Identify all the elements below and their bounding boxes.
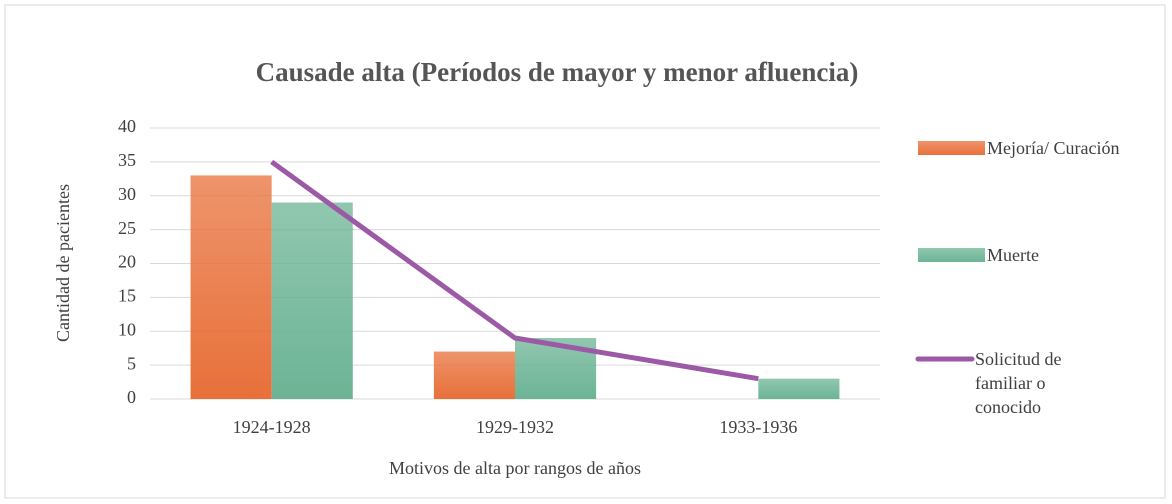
line [270, 159, 759, 382]
x-tick-label: 1924-1928 [233, 417, 311, 437]
legend-swatch [918, 248, 985, 262]
bar [758, 378, 840, 399]
legend-swatch [918, 141, 985, 155]
y-tick-label: 15 [118, 286, 136, 306]
y-tick-label: 30 [118, 184, 136, 204]
chart-title: Causade alta (Períodos de mayor y menor … [256, 57, 859, 87]
bar [190, 175, 272, 399]
y-tick-label: 25 [118, 218, 136, 238]
y-tick-label: 35 [118, 150, 136, 170]
y-tick-label: 0 [127, 387, 136, 407]
y-axis-label: Cantidad de pacientes [53, 184, 73, 342]
x-tick-label: 1933-1936 [719, 417, 797, 437]
y-tick-label: 40 [118, 116, 136, 136]
y-tick-label: 20 [118, 252, 136, 272]
x-tick-label: 1929-1932 [476, 417, 554, 437]
bar [433, 351, 515, 399]
y-tick-label: 5 [127, 353, 136, 373]
legend-label: Muerte [987, 245, 1039, 265]
legend-label: Solicitud de familiar o conocido [975, 349, 1062, 417]
x-axis-label: Motivos de alta por rangos de años [389, 458, 641, 478]
y-tick-label: 10 [118, 319, 136, 339]
bar [271, 202, 353, 399]
legend-label: Mejoría/ Curación [987, 138, 1120, 158]
